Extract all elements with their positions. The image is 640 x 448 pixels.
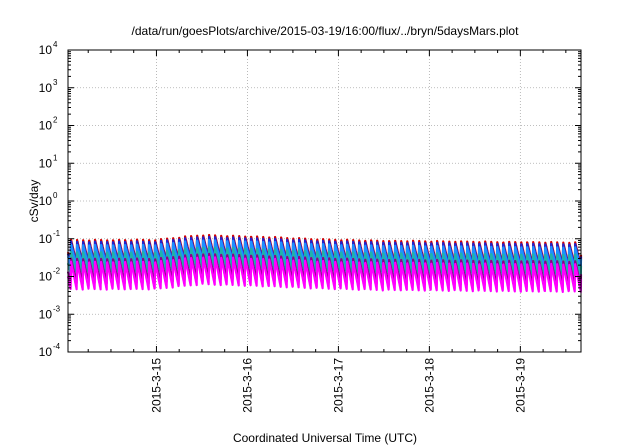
y-tick-label: 10	[39, 156, 53, 170]
grid	[68, 50, 581, 352]
y-axis-label: cSv/day	[27, 180, 41, 223]
y-tick-exponent: -1	[53, 229, 61, 238]
y-tick-exponent: 1	[53, 153, 58, 162]
x-tick-label: 2015-3-19	[513, 358, 527, 413]
y-tick-exponent: 4	[53, 40, 58, 49]
x-tick-label: 2015-3-16	[240, 358, 254, 413]
series-group	[66, 233, 583, 293]
y-tick-exponent: 2	[53, 116, 58, 125]
y-tick-label: 10	[39, 232, 53, 246]
series-line	[66, 246, 583, 277]
x-axis: 2015-3-15 2015-3-16 2015-3-17 2015-3-18 2015…	[87, 50, 567, 413]
series-line	[66, 238, 583, 271]
y-tick-label: 10	[39, 119, 53, 133]
chart-title: /data/run/goesPlots/archive/2015-03-19/1…	[132, 24, 520, 38]
plot-frame	[67, 49, 582, 353]
y-tick-exponent: 0	[53, 191, 58, 200]
y-tick-label: 10	[39, 270, 53, 284]
y-tick-exponent: -4	[53, 342, 61, 351]
x-tick-label: 2015-3-18	[422, 358, 436, 413]
y-tick-label: 10	[39, 43, 53, 57]
y-tick-exponent: -2	[53, 267, 61, 276]
series-line	[66, 255, 583, 293]
y-tick-label: 10	[39, 81, 53, 95]
y-tick-label: 10	[39, 307, 53, 321]
x-axis-label: Coordinated Universal Time (UTC)	[233, 431, 417, 445]
x-tick-label: 2015-3-15	[149, 358, 163, 413]
x-tick-label: 2015-3-17	[331, 358, 345, 413]
y-tick-label: 10	[39, 345, 53, 359]
y-tick-exponent: 3	[53, 78, 58, 87]
y-tick-exponent: -3	[53, 304, 61, 313]
y-tick-label: 10	[39, 194, 53, 208]
